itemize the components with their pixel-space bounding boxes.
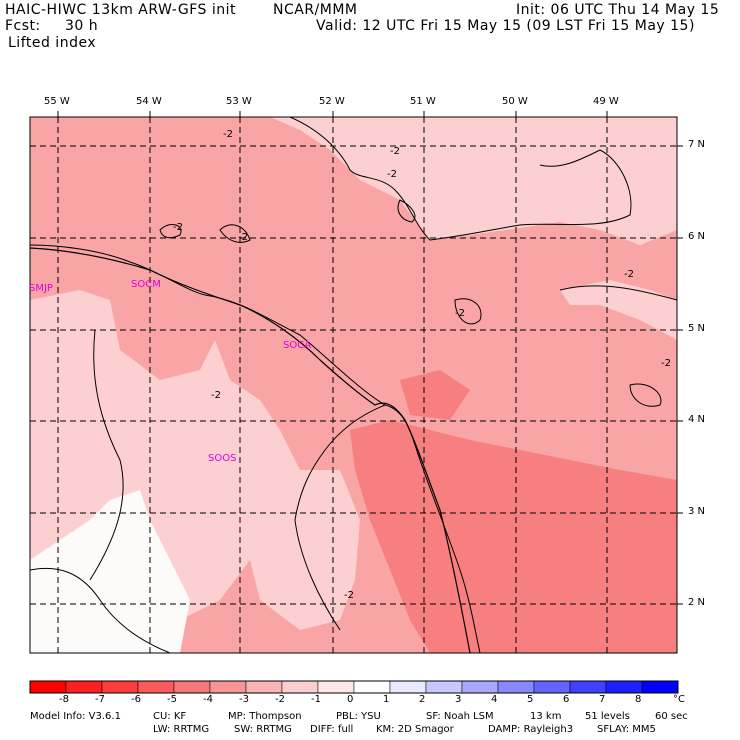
contour-label: -2 <box>173 222 183 233</box>
colorbar-tick: 3 <box>455 694 462 705</box>
colorbar-tick: -3 <box>239 694 249 705</box>
colorbar-tick: -2 <box>275 694 285 705</box>
footer-levels: 51 levels <box>585 711 630 722</box>
colorbar-cell <box>533 680 571 694</box>
colorbar-tick: 2 <box>419 694 426 705</box>
contour-label: -2 <box>390 146 400 157</box>
map-frame <box>29 116 678 654</box>
lifted-index-zone-minus2-north <box>270 117 677 245</box>
colorbar-cell <box>245 680 283 694</box>
colorbar-cell <box>497 680 535 694</box>
colorbar-cell <box>173 680 211 694</box>
colorbar-tick: -1 <box>311 694 321 705</box>
station-label-socm: SOCM <box>131 279 161 290</box>
lat-label: 2 N <box>688 597 706 608</box>
station-label-soos: SOOS <box>208 453 237 464</box>
footer-mp: MP: Thompson <box>228 711 302 722</box>
station-label-smjp: SMJP <box>29 283 53 294</box>
model-title: HAIC-HIWC 13km ARW-GFS init <box>5 2 237 18</box>
colorbar-tick: 0 <box>347 694 354 705</box>
colorbar-cell <box>101 680 139 694</box>
colorbar-cell <box>281 680 319 694</box>
lat-label: 4 N <box>688 414 706 425</box>
footer-diff: DIFF: full <box>310 724 354 735</box>
lon-label: 52 W <box>319 96 345 107</box>
colorbar-cell <box>353 680 391 694</box>
station-label-soca: SOCA <box>283 340 312 351</box>
lon-label: 53 W <box>226 96 252 107</box>
footer-timestep: 60 sec <box>655 711 688 722</box>
colorbar-cell <box>605 680 643 694</box>
lifted-index-zone-minus2-east <box>560 280 677 340</box>
colorbar-frame <box>29 680 679 694</box>
lat-label: 5 N <box>688 323 706 334</box>
lifted-index-zone-minus4 <box>350 420 677 653</box>
footer-lw: LW: RRTMG <box>153 724 210 735</box>
colorbar-tick: 4 <box>491 694 498 705</box>
axis-ticks <box>57 111 683 605</box>
lon-label: 55 W <box>44 96 70 107</box>
colorbar-cell <box>209 680 247 694</box>
lat-label: 3 N <box>688 506 706 517</box>
colorbar-tick: 5 <box>527 694 534 705</box>
colorbar-cell <box>317 680 355 694</box>
colorbar-cell <box>137 680 175 694</box>
contour-label: -2 <box>455 308 465 319</box>
colorbar-cell <box>461 680 499 694</box>
colorbar-tick: 1 <box>383 694 390 705</box>
footer-damp: DAMP: Rayleigh3 <box>488 724 574 735</box>
colorbar-cells <box>29 680 679 694</box>
org-label: NCAR/MMM <box>273 2 358 18</box>
colorbar-cell <box>425 680 463 694</box>
lifted-index-zone-minus4-b <box>400 370 470 420</box>
colorbar-tick: -6 <box>131 694 141 705</box>
contour-lines <box>30 117 677 653</box>
footer-model-info: Model Info: V3.6.1 <box>30 711 121 722</box>
graticule <box>30 117 677 653</box>
footer-cu: CU: KF <box>153 711 187 722</box>
lon-label: 50 W <box>502 96 528 107</box>
contour-label: -2 <box>624 269 634 280</box>
contour-label: -2 <box>211 390 221 401</box>
footer-km: KM: 2D Smagor <box>376 724 454 735</box>
lat-label: 7 N <box>688 139 706 150</box>
lon-label: 51 W <box>410 96 436 107</box>
footer-sflay: SFLAY: MM5 <box>597 724 656 735</box>
lon-label: 49 W <box>593 96 619 107</box>
footer-pbl: PBL: YSU <box>336 711 381 722</box>
colorbar-tick: 8 <box>635 694 642 705</box>
colorbar-cell <box>65 680 103 694</box>
colorbar-cell <box>569 680 607 694</box>
colorbar-tick: -7 <box>95 694 105 705</box>
forecast-label: Fcst: <box>5 18 41 34</box>
footer-sf: SF: Noah LSM <box>426 711 494 722</box>
colorbar-tick: 7 <box>599 694 606 705</box>
colorbar-tick: -8 <box>59 694 69 705</box>
footer-resolution: 13 km <box>530 711 562 722</box>
colorbar-cell <box>29 680 67 694</box>
footer-sw: SW: RRTMG <box>234 724 292 735</box>
forecast-value: 30 h <box>65 18 99 34</box>
field-name: Lifted index <box>8 35 97 51</box>
colorbar-unit: °C <box>673 694 685 705</box>
contour-label: -2 <box>661 358 671 369</box>
contour-label: -2 <box>387 169 397 180</box>
colorbar-cell <box>389 680 427 694</box>
colorbar-tick: 6 <box>563 694 570 705</box>
contour-label: -2 <box>344 590 354 601</box>
colorbar-tick: -5 <box>167 694 177 705</box>
lat-label: 6 N <box>688 231 706 242</box>
contour-label: -2 <box>238 232 248 243</box>
colorbar-cell <box>641 680 679 694</box>
colorbar-tick: -4 <box>203 694 213 705</box>
valid-time: Valid: 12 UTC Fri 15 May 15 (09 LST Fri … <box>316 18 695 34</box>
lon-label: 54 W <box>136 96 162 107</box>
contour-label: -2 <box>223 129 233 140</box>
init-time: Init: 06 UTC Thu 14 May 15 <box>516 2 720 18</box>
